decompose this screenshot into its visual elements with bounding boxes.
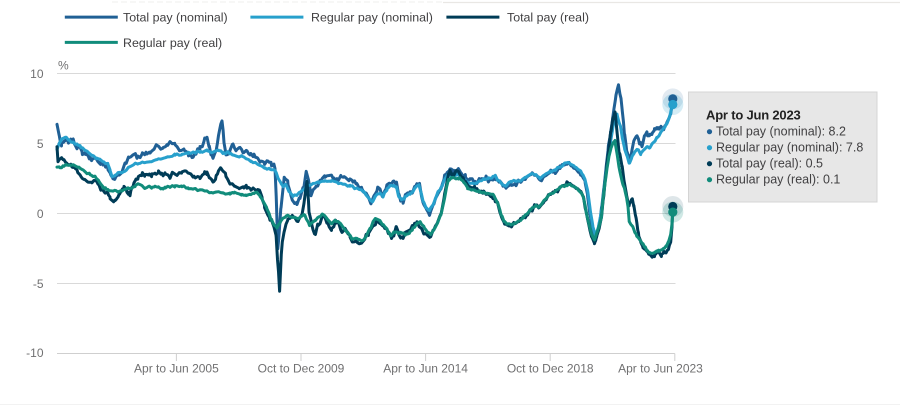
svg-text:Apr to Jun 2014: Apr to Jun 2014	[383, 362, 468, 376]
svg-text:Regular pay (real): 0.1: Regular pay (real): 0.1	[716, 173, 840, 187]
svg-text:%: %	[58, 59, 69, 73]
svg-text:Oct to Dec 2018: Oct to Dec 2018	[507, 362, 594, 376]
svg-text:-10: -10	[26, 346, 44, 360]
svg-text:Apr to Jun 2023: Apr to Jun 2023	[706, 108, 801, 123]
svg-text:Total pay (nominal): 8.2: Total pay (nominal): 8.2	[716, 125, 846, 139]
svg-text:Apr to Jun 2023: Apr to Jun 2023	[618, 362, 703, 376]
svg-text:Apr to Jun 2005: Apr to Jun 2005	[134, 362, 219, 376]
svg-text:Total pay (real): Total pay (real)	[507, 11, 589, 25]
svg-text:Regular pay (nominal): Regular pay (nominal)	[311, 11, 433, 25]
svg-text:0: 0	[37, 207, 44, 221]
svg-text:Oct to Dec 2009: Oct to Dec 2009	[258, 362, 345, 376]
svg-text:Total pay (nominal): Total pay (nominal)	[123, 11, 228, 25]
svg-text:5: 5	[37, 137, 44, 151]
svg-text:Regular pay (nominal): 7.8: Regular pay (nominal): 7.8	[716, 141, 863, 155]
svg-text:Regular pay (real): Regular pay (real)	[123, 36, 222, 50]
svg-text:10: 10	[30, 67, 44, 81]
svg-text:-5: -5	[33, 277, 44, 291]
svg-text:Total pay (real): 0.5: Total pay (real): 0.5	[716, 157, 823, 171]
